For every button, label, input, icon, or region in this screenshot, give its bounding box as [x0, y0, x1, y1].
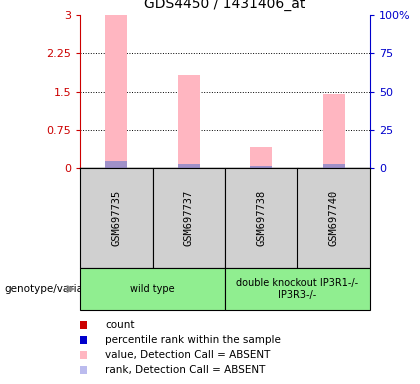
Text: count: count: [105, 320, 135, 330]
Text: double knockout IP3R1-/-
IP3R3-/-: double knockout IP3R1-/- IP3R3-/-: [236, 278, 359, 300]
Text: rank, Detection Call = ABSENT: rank, Detection Call = ABSENT: [105, 365, 265, 375]
Text: genotype/variation: genotype/variation: [4, 284, 103, 294]
Bar: [178, 75, 199, 168]
Text: GSM697738: GSM697738: [256, 190, 266, 246]
Text: GSM697740: GSM697740: [329, 190, 339, 246]
Bar: [105, 161, 127, 168]
Text: percentile rank within the sample: percentile rank within the sample: [105, 335, 281, 345]
Bar: [105, 15, 127, 168]
Text: GSM697735: GSM697735: [111, 190, 121, 246]
Bar: [323, 94, 345, 168]
Title: GDS4450 / 1431406_at: GDS4450 / 1431406_at: [144, 0, 306, 11]
Text: wild type: wild type: [130, 284, 175, 294]
Bar: [250, 166, 272, 168]
Text: value, Detection Call = ABSENT: value, Detection Call = ABSENT: [105, 350, 270, 360]
Bar: [323, 164, 345, 168]
Bar: [178, 164, 199, 168]
Text: GSM697737: GSM697737: [184, 190, 194, 246]
Bar: [250, 147, 272, 168]
